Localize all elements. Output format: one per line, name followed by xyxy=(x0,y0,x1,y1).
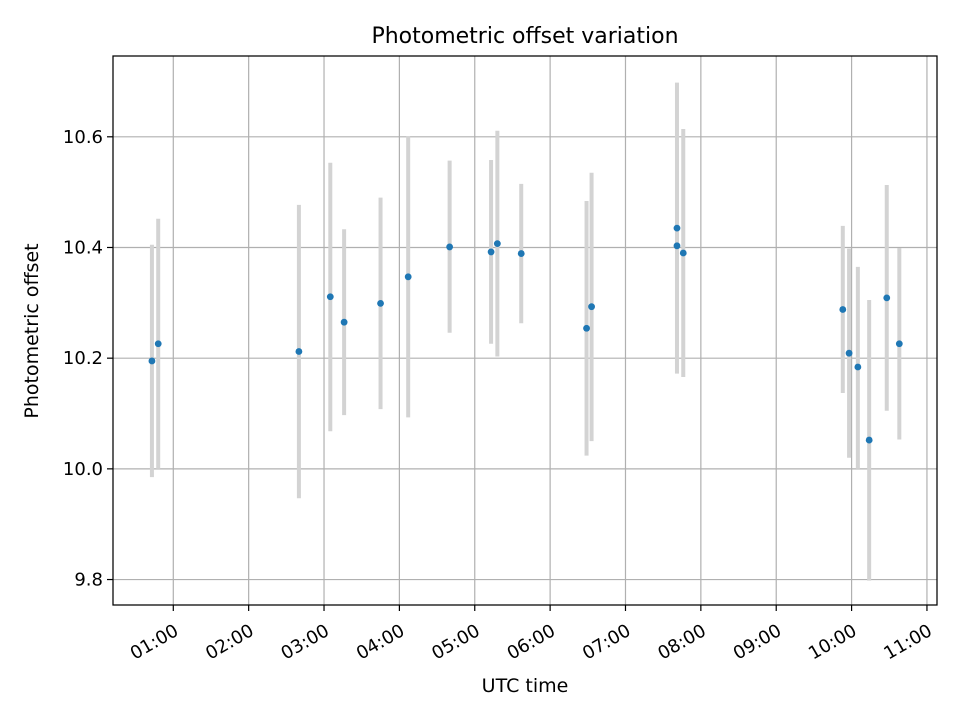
data-point xyxy=(673,242,681,250)
data-point xyxy=(517,250,525,257)
data-point xyxy=(377,299,384,307)
data-point xyxy=(845,349,853,357)
data-point xyxy=(487,248,495,256)
plot-area-frame xyxy=(112,55,938,606)
data-point xyxy=(404,273,412,281)
y-tick-label: 10.4 xyxy=(63,237,103,258)
chart-title: Photometric offset variation xyxy=(371,24,678,49)
data-point xyxy=(883,294,891,302)
data-point xyxy=(493,240,501,248)
data-point xyxy=(673,224,681,232)
data-point xyxy=(839,306,847,313)
data-point xyxy=(865,436,873,444)
data-point xyxy=(326,293,334,301)
y-tick-label: 9.8 xyxy=(74,570,103,591)
data-point xyxy=(295,348,303,355)
data-point xyxy=(340,318,348,326)
y-tick-label: 10.2 xyxy=(63,348,103,369)
y-tick-label: 10.0 xyxy=(63,459,103,480)
y-tick-label: 10.6 xyxy=(63,127,103,148)
data-point xyxy=(588,303,595,311)
y-axis-label: Photometric offset xyxy=(21,243,43,418)
grid-layer xyxy=(113,56,937,605)
point-layer xyxy=(148,224,903,444)
data-point xyxy=(679,249,687,257)
data-point xyxy=(154,340,162,348)
x-axis-label: UTC time xyxy=(482,675,569,697)
data-point xyxy=(148,357,156,365)
data-point xyxy=(895,340,903,348)
data-point xyxy=(854,363,862,371)
data-point xyxy=(583,324,590,332)
data-point xyxy=(446,243,454,251)
